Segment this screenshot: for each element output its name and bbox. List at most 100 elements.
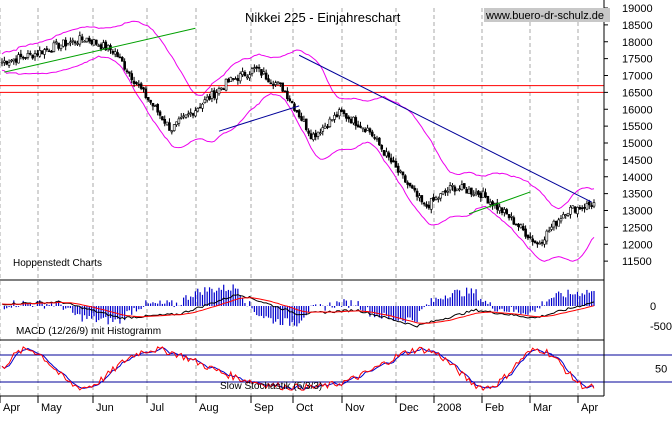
- candle-body: [389, 157, 393, 163]
- candle-body: [36, 53, 39, 56]
- candle-body: [43, 49, 46, 55]
- candle-body: [3, 60, 6, 63]
- candle-body: [5, 60, 9, 65]
- candle-body: [382, 150, 386, 156]
- candle-body: [95, 39, 98, 45]
- candle-body: [279, 82, 282, 85]
- candle-body: [57, 42, 60, 49]
- candle-body: [12, 58, 16, 62]
- candle-body: [196, 108, 200, 112]
- candle-body: [401, 171, 405, 176]
- candle-body: [510, 215, 513, 218]
- candle-body: [380, 144, 384, 150]
- candle-body: [474, 191, 478, 195]
- candle-body: [321, 127, 325, 132]
- candle-body: [113, 51, 117, 55]
- candle-body: [83, 40, 86, 43]
- bollinger-lower: [1, 55, 595, 262]
- candle-body: [484, 192, 487, 198]
- candle-body: [455, 188, 459, 192]
- candle-body: [142, 87, 145, 90]
- y-tick-label: 11500: [622, 256, 652, 268]
- candle-body: [304, 118, 308, 130]
- candle-body: [191, 113, 195, 116]
- candle-body: [488, 201, 492, 205]
- candle-body: [432, 196, 435, 201]
- candle-body: [208, 95, 211, 100]
- candle-body: [120, 57, 124, 62]
- candle-body: [363, 129, 367, 132]
- candle-body: [578, 206, 582, 210]
- candle-body: [137, 83, 141, 86]
- candle-body: [441, 191, 445, 195]
- x-tick-label: Aug: [199, 402, 219, 414]
- candle-body: [566, 212, 570, 216]
- x-tick-label: Apr: [581, 402, 598, 414]
- y-tick-label: 14500: [622, 155, 653, 167]
- candle-body: [297, 110, 301, 118]
- candle-body: [241, 71, 244, 75]
- candle-body: [45, 48, 49, 50]
- candle-body: [444, 190, 447, 193]
- candle-body: [399, 170, 402, 173]
- candle-body: [462, 183, 466, 189]
- candle-body: [543, 239, 546, 245]
- candle-body: [189, 112, 192, 114]
- candle-body: [437, 198, 440, 200]
- candle-body: [571, 205, 575, 209]
- candle-body: [187, 113, 190, 116]
- candle-body: [47, 50, 51, 53]
- candle-body: [446, 190, 450, 193]
- candle-body: [151, 102, 155, 107]
- candle-body: [524, 228, 527, 237]
- candle-body: [326, 126, 329, 128]
- candle-body: [184, 114, 188, 118]
- candle-body: [592, 202, 596, 207]
- candle-body: [170, 130, 174, 133]
- candle-body: [425, 204, 428, 207]
- candle-body: [319, 132, 322, 135]
- candle-body: [50, 51, 53, 53]
- y-tick-label: 15500: [622, 121, 653, 133]
- candle-body: [434, 197, 438, 200]
- y-tick-label: 19000: [622, 3, 653, 15]
- candle-body: [503, 209, 506, 213]
- candle-body: [540, 242, 544, 244]
- candle-body: [245, 76, 249, 79]
- candle-body: [519, 224, 523, 229]
- candle-body: [429, 198, 433, 210]
- candle-body: [10, 59, 13, 62]
- candle-body: [536, 242, 539, 245]
- candle-body: [439, 193, 442, 199]
- candle-body: [418, 195, 421, 199]
- hoppenstedt-label: Hoppenstedt Charts: [13, 258, 102, 269]
- candle-body: [255, 66, 259, 69]
- candle-body: [163, 118, 167, 124]
- x-tick-label: Dec: [399, 402, 419, 414]
- candle-body: [406, 182, 409, 185]
- candle-body: [87, 37, 91, 42]
- candle-body: [90, 39, 93, 45]
- candle-body: [194, 110, 197, 117]
- candle-body: [14, 58, 18, 63]
- candle-body: [366, 127, 369, 131]
- candle-body: [340, 109, 343, 112]
- candle-body: [545, 230, 549, 242]
- candle-body: [333, 115, 336, 120]
- candle-body: [85, 37, 89, 43]
- candle-body: [135, 81, 138, 85]
- candle-body: [146, 97, 150, 101]
- candle-body: [29, 52, 32, 55]
- candle-body: [222, 88, 226, 91]
- candle-body: [411, 185, 414, 189]
- candle-body: [448, 185, 452, 191]
- x-tick-label: Sep: [254, 402, 274, 414]
- candle-body: [31, 54, 34, 59]
- candle-body: [52, 42, 56, 52]
- source-badge: [484, 8, 610, 22]
- candle-body: [156, 104, 159, 113]
- candle-body: [76, 43, 79, 45]
- macd-panel: [1, 284, 595, 328]
- candle-body: [253, 67, 256, 69]
